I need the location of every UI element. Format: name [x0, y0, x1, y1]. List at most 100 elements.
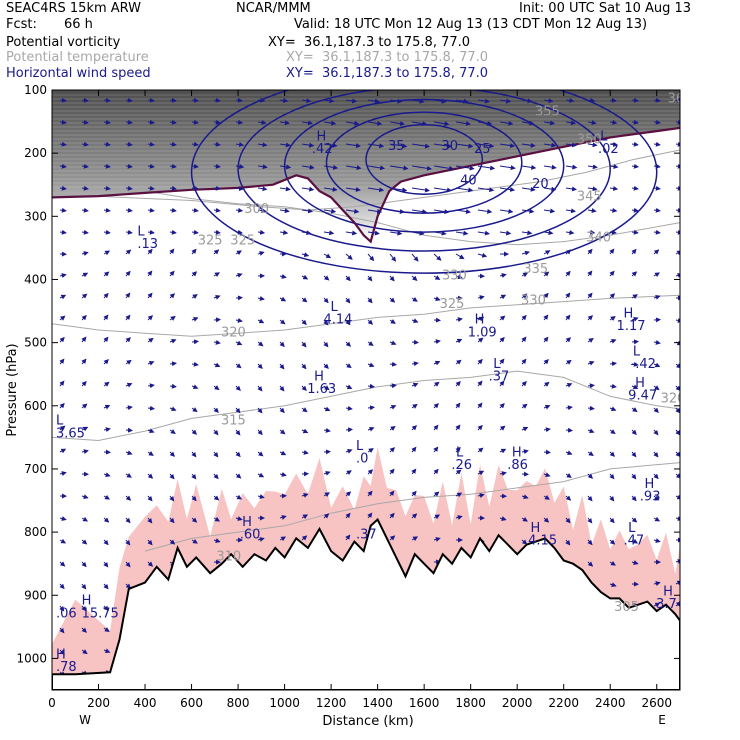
wind-vector	[631, 207, 639, 213]
wind-vector	[565, 314, 571, 321]
wind-vector	[59, 583, 65, 590]
wind-vector	[191, 316, 199, 322]
wind-vector	[103, 494, 110, 500]
wind-vector	[323, 363, 329, 370]
wind-vector	[345, 405, 353, 411]
wind-vector	[235, 429, 241, 436]
wind-vector	[521, 98, 533, 104]
pv-annotation: L	[628, 521, 636, 536]
wind-vector	[323, 427, 331, 433]
wind-vector	[59, 402, 65, 409]
wind-vector	[389, 121, 405, 126]
wind-vector	[411, 403, 418, 409]
wind-vector	[477, 120, 493, 126]
isentrope-label: 325	[198, 234, 223, 249]
pv-annotation: L	[600, 130, 608, 145]
wind-vector	[587, 428, 595, 434]
wind-vector	[411, 361, 419, 367]
wind-vector	[653, 581, 661, 586]
wind-vector	[609, 186, 619, 191]
wind-vector	[213, 294, 221, 300]
wind-vector	[103, 627, 110, 632]
wind-vector	[235, 494, 243, 500]
pv-annotation: L	[456, 445, 464, 460]
wind-vector	[455, 402, 461, 409]
wind-vector	[103, 292, 109, 299]
wind-vector	[301, 341, 307, 348]
wind-vector	[257, 97, 266, 103]
wind-vector	[323, 492, 330, 498]
wind-vector	[147, 383, 155, 389]
wind-vector	[103, 381, 110, 387]
wind-vector	[609, 406, 617, 412]
isentrope-310	[144, 462, 680, 552]
wind-vector	[411, 121, 428, 127]
wind-vector	[345, 512, 351, 519]
wind-vector	[455, 230, 469, 236]
wind-vector	[565, 270, 571, 277]
wind-speed-label: 40	[460, 174, 477, 189]
wind-vector	[191, 339, 199, 345]
wind-vector	[675, 250, 680, 256]
x-tick-label: 800	[227, 696, 250, 710]
pv-annotation: 15.75	[82, 606, 119, 621]
wind-vector	[521, 120, 535, 126]
y-tick-label: 500	[24, 336, 47, 350]
wind-vector	[675, 451, 680, 458]
wind-vector	[609, 517, 615, 524]
pv-annotation: 9	[684, 502, 692, 517]
org-title: NCAR/MMM	[236, 1, 311, 16]
wind-vector	[235, 363, 242, 369]
pv-annotation: H	[82, 594, 92, 609]
wind-vector	[587, 517, 593, 524]
wind-vector	[521, 272, 529, 278]
wind-vector	[675, 207, 680, 213]
wind-vector	[631, 271, 638, 277]
wind-vector	[653, 163, 661, 169]
wind-vector	[125, 495, 132, 501]
isentrope-label: 325	[440, 297, 465, 312]
wind-vector	[81, 380, 87, 387]
pv-annotation: .20	[682, 281, 703, 296]
wind-vector	[191, 407, 198, 413]
pv-annotation: .37	[489, 370, 510, 385]
wind-vector	[543, 314, 549, 321]
pv-annotation: H	[56, 647, 66, 662]
wind-vector	[499, 143, 516, 148]
wind-vector	[147, 451, 154, 456]
wind-vector	[323, 275, 330, 281]
wind-vector	[653, 362, 661, 368]
wind-vector	[169, 185, 177, 191]
wind-vector	[301, 493, 309, 498]
wind-vector	[213, 163, 221, 169]
pv-annotation: .0	[356, 452, 368, 467]
wind-vector	[653, 407, 659, 414]
wind-vector	[609, 495, 615, 502]
wind-vector	[521, 164, 537, 170]
wind-vector	[367, 208, 383, 214]
wind-vector	[389, 404, 397, 410]
wind-vector	[125, 337, 131, 343]
x-tick-label: 400	[134, 696, 157, 710]
wind-vector	[147, 163, 155, 169]
wind-vector	[433, 491, 440, 497]
x-tick-label: 2600	[641, 696, 672, 710]
wind-vector	[147, 517, 153, 524]
wind-vector	[389, 535, 396, 541]
wind-vector	[191, 229, 199, 235]
wind-vector	[433, 253, 442, 261]
wind-vector	[323, 98, 335, 104]
wind-vector	[653, 185, 661, 191]
wind-vector	[191, 294, 198, 299]
fcst-value: 66 h	[64, 17, 93, 32]
wind-vector	[411, 318, 419, 324]
wind-vector	[521, 539, 528, 545]
wind-vector	[631, 361, 639, 367]
wind-vector	[147, 561, 154, 567]
wind-vector	[59, 97, 67, 103]
wind-vector	[323, 297, 329, 304]
wind-vector	[301, 186, 315, 192]
wind-vector	[279, 230, 289, 235]
wind-vector	[279, 296, 287, 302]
wind-vector	[147, 315, 154, 321]
